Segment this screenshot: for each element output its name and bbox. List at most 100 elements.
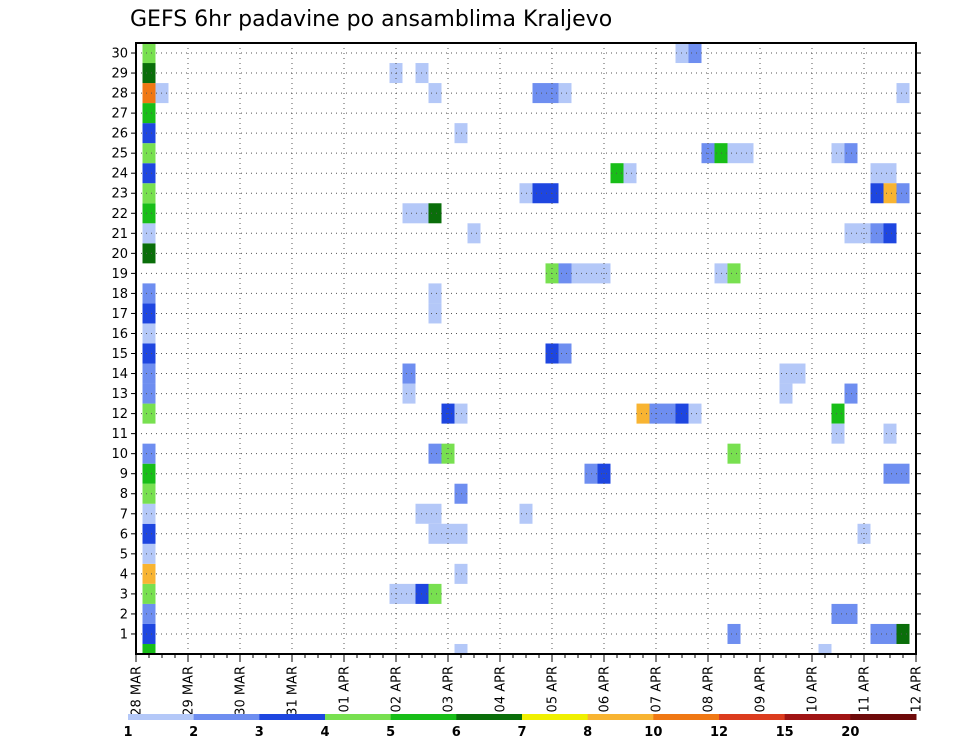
data-cell [883,163,897,184]
colorbar-segment [522,714,589,720]
y-tick-label: 22 [111,207,128,222]
colorbar-segment [390,714,457,720]
y-tick-label: 18 [111,287,128,302]
data-cell [831,403,845,424]
data-cell [142,563,156,584]
x-tick-label: 03 APR [442,666,457,712]
data-cell [142,603,156,624]
data-cell [831,603,845,624]
x-tick-label: 11 APR [858,666,873,712]
data-cell [142,643,156,654]
y-tick-label: 26 [111,127,128,142]
y-tick-label: 2 [120,607,128,622]
x-tick-label: 31 MAR [286,666,301,716]
data-cell [662,403,676,424]
x-tick-label: 02 APR [390,666,405,712]
data-cell [142,383,156,404]
data-cell [467,223,481,244]
data-cell [883,223,897,244]
data-cell [727,143,741,164]
data-cell [142,443,156,464]
colorbar-segment [719,714,786,720]
data-cell [831,423,845,444]
x-tick-label: 04 APR [494,666,509,712]
y-tick-label: 25 [111,147,128,162]
data-cell [142,103,156,124]
data-cell [558,83,572,104]
colorbar-label: 5 [386,725,395,740]
data-cell [883,183,897,204]
data-cell [727,263,741,284]
y-tick-label: 15 [111,347,128,362]
y-tick-label: 28 [111,87,128,102]
data-cell [142,463,156,484]
x-tick-label: 09 APR [754,666,769,712]
data-cell [792,363,806,384]
x-tick-label: 07 APR [650,666,665,712]
y-tick-label: 23 [111,187,128,202]
data-cell [428,523,442,544]
data-cell [142,123,156,144]
data-cell [142,183,156,204]
data-cell [883,463,897,484]
data-cell [636,403,650,424]
colorbar-label: 3 [255,725,264,740]
colorbar-segment [653,714,720,720]
data-cell [688,43,702,64]
data-cell [142,543,156,564]
plot-frame [135,42,917,655]
y-tick-label: 30 [111,47,128,62]
data-cell [142,303,156,324]
colorbar-label: 8 [583,725,592,740]
data-cell [571,263,585,284]
colorbar-segment [128,714,195,720]
y-tick-label: 6 [120,527,128,542]
data-cell [142,483,156,504]
y-tick-label: 14 [111,367,128,382]
data-cell [402,363,416,384]
y-tick-label: 20 [111,247,128,262]
y-tick-label: 24 [111,167,128,182]
colorbar-label: 2 [189,725,198,740]
plot-area: 1234567891011121314151617181920212223242… [111,42,925,716]
y-tick-label: 4 [120,567,128,582]
colorbar-segment [259,714,326,720]
y-tick-label: 7 [120,507,128,522]
colorbar-label: 15 [776,725,794,740]
colorbar-segment [587,714,654,720]
chart-title: GEFS 6hr padavine po ansamblima Kraljevo [130,7,612,32]
data-cell [142,43,156,64]
data-cell [142,343,156,364]
data-cell [402,383,416,404]
colorbar-label: 10 [644,725,662,740]
data-cell [402,583,416,604]
data-cell [727,623,741,644]
x-tick-label: 06 APR [598,666,613,712]
y-tick-label: 12 [111,407,128,422]
x-tick-label: 05 APR [546,666,561,712]
x-tick-label: 29 MAR [182,666,197,716]
data-cell [558,263,572,284]
y-tick-label: 10 [111,447,128,462]
y-tick-label: 1 [120,627,128,642]
data-cell [896,83,910,104]
colorbar-label: 1 [123,725,132,740]
x-tick-label: 10 APR [806,666,821,712]
y-tick-label: 3 [120,587,128,602]
y-tick-label: 19 [111,267,128,282]
data-cell [532,183,546,204]
y-tick-label: 17 [111,307,128,322]
data-cell [142,223,156,244]
data-cell [454,643,468,654]
colorbar-segment [784,714,851,720]
colorbar-label: 20 [841,725,859,740]
data-cell [142,323,156,344]
y-tick-label: 27 [111,107,128,122]
data-cell [428,203,442,224]
data-cell [532,83,546,104]
data-cell [142,403,156,424]
data-cell [142,583,156,604]
data-cell [142,363,156,384]
data-cell [896,623,910,644]
